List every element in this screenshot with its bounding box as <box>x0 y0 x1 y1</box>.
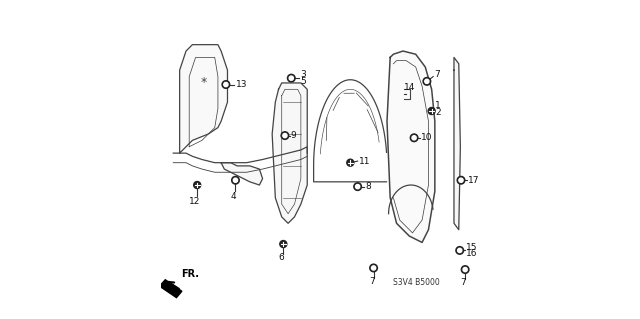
Circle shape <box>287 74 295 82</box>
Circle shape <box>354 183 362 190</box>
Text: 13: 13 <box>236 80 247 89</box>
Text: FR.: FR. <box>181 269 199 279</box>
Circle shape <box>412 136 416 140</box>
Polygon shape <box>454 57 460 230</box>
Text: S3V4 B5000: S3V4 B5000 <box>394 278 440 287</box>
Text: 7: 7 <box>369 277 374 286</box>
Text: 3: 3 <box>300 70 306 79</box>
Text: 2: 2 <box>435 108 441 117</box>
Circle shape <box>280 241 287 248</box>
Polygon shape <box>272 83 307 223</box>
Circle shape <box>356 184 360 189</box>
Circle shape <box>456 247 463 254</box>
Circle shape <box>457 176 465 184</box>
Circle shape <box>281 132 289 139</box>
Text: 17: 17 <box>468 176 480 185</box>
Circle shape <box>232 176 239 184</box>
Text: 16: 16 <box>466 249 477 258</box>
Polygon shape <box>180 45 227 153</box>
Polygon shape <box>159 280 182 298</box>
Text: 5: 5 <box>300 77 306 86</box>
Text: 1: 1 <box>435 101 441 110</box>
Text: 4: 4 <box>230 192 236 201</box>
Circle shape <box>461 266 469 273</box>
Circle shape <box>194 182 201 189</box>
Circle shape <box>283 133 287 138</box>
Text: 7: 7 <box>434 70 440 79</box>
Circle shape <box>459 178 463 182</box>
Text: 14: 14 <box>404 83 415 92</box>
Circle shape <box>224 82 228 87</box>
Circle shape <box>222 81 230 88</box>
Circle shape <box>423 78 431 85</box>
Circle shape <box>428 108 435 115</box>
Circle shape <box>425 79 429 84</box>
Text: 6: 6 <box>278 253 284 262</box>
Circle shape <box>458 248 462 253</box>
Text: 11: 11 <box>358 157 370 166</box>
Circle shape <box>410 134 418 142</box>
Text: 9: 9 <box>291 131 296 140</box>
Polygon shape <box>387 51 435 242</box>
Polygon shape <box>221 163 262 185</box>
Circle shape <box>289 76 293 80</box>
Text: 15: 15 <box>466 243 477 252</box>
Circle shape <box>347 159 354 166</box>
Text: 12: 12 <box>189 197 200 206</box>
Circle shape <box>371 266 376 270</box>
Text: 7: 7 <box>460 278 466 287</box>
Circle shape <box>370 264 378 272</box>
Text: 10: 10 <box>422 133 433 142</box>
Circle shape <box>234 178 237 182</box>
Text: *: * <box>200 77 207 89</box>
Circle shape <box>463 267 467 272</box>
Text: 8: 8 <box>365 182 371 191</box>
